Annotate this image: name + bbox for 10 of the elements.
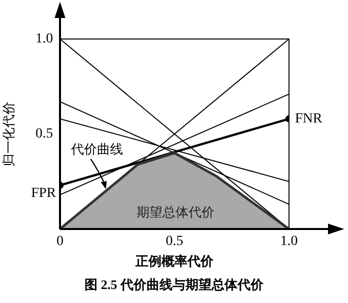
annotation: FPR [31, 186, 57, 201]
x-axis-title: 正例概率代价 [134, 254, 214, 269]
caption: 图 2.5 代价曲线与期望总体代价 [84, 276, 264, 294]
y-axis-title: 归一化代价 [1, 102, 16, 166]
annotation: FNR [295, 111, 323, 126]
x-tick-label: 0 [56, 234, 64, 250]
annotation: 期望总体代价 [136, 204, 214, 220]
x-tick-label: 0.5 [166, 234, 184, 250]
annotation: 代价曲线 [70, 142, 123, 157]
x-tick-label: 1.0 [280, 234, 298, 250]
